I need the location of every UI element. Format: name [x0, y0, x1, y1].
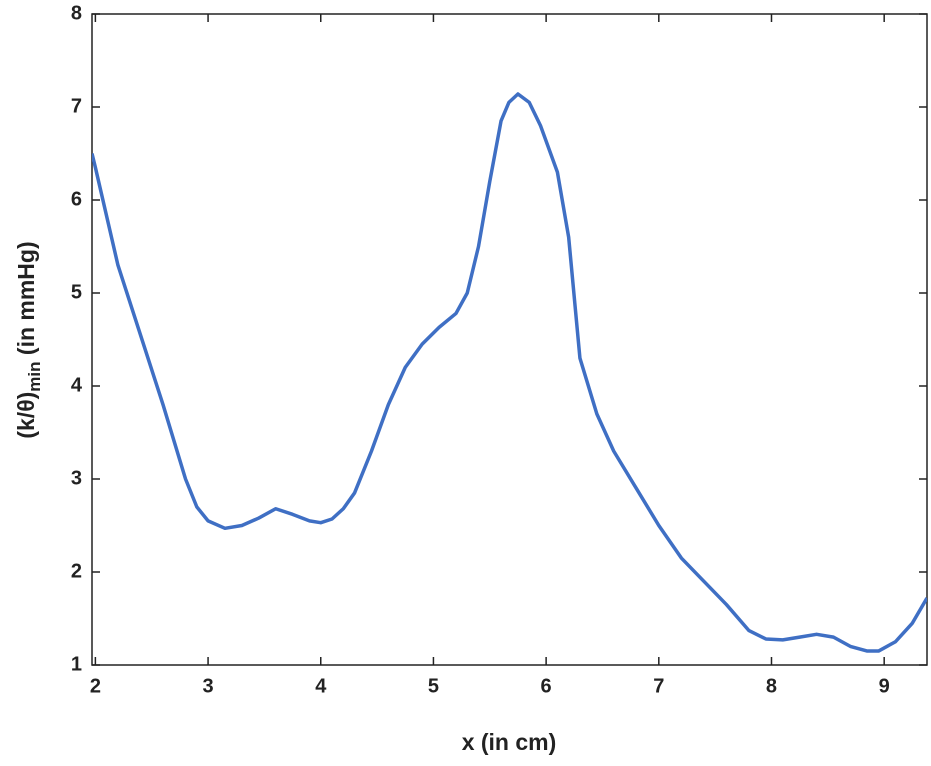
x-tick-label: 5: [428, 675, 439, 697]
y-label-rest: (in mmHg): [13, 241, 39, 361]
y-axis-label: (k/θ)min (in mmHg): [13, 241, 44, 438]
x-axis-label: x (in cm): [462, 729, 557, 755]
x-tick-label: 4: [315, 675, 327, 697]
x-tick-label: 8: [766, 675, 777, 697]
y-tick-label: 4: [71, 374, 83, 396]
y-tick-label: 6: [71, 188, 82, 210]
data-line: [92, 92, 927, 653]
x-tick-label: 6: [541, 675, 552, 697]
x-tick-label: 7: [653, 675, 664, 697]
y-tick-label: 2: [71, 560, 82, 582]
axes-box: [91, 13, 928, 666]
y-tick-label: 3: [71, 467, 82, 489]
y-tick-label: 5: [71, 281, 82, 303]
y-tick-label: 7: [71, 95, 82, 117]
y-tick-label: 1: [71, 653, 82, 675]
x-tick-label: 3: [203, 675, 214, 697]
y-tick-label: 8: [71, 2, 82, 24]
x-tick-label: 2: [90, 675, 101, 697]
y-label-main: (k/θ): [13, 392, 39, 439]
x-tick-label: 9: [879, 675, 890, 697]
y-label-sub: min: [25, 361, 44, 391]
